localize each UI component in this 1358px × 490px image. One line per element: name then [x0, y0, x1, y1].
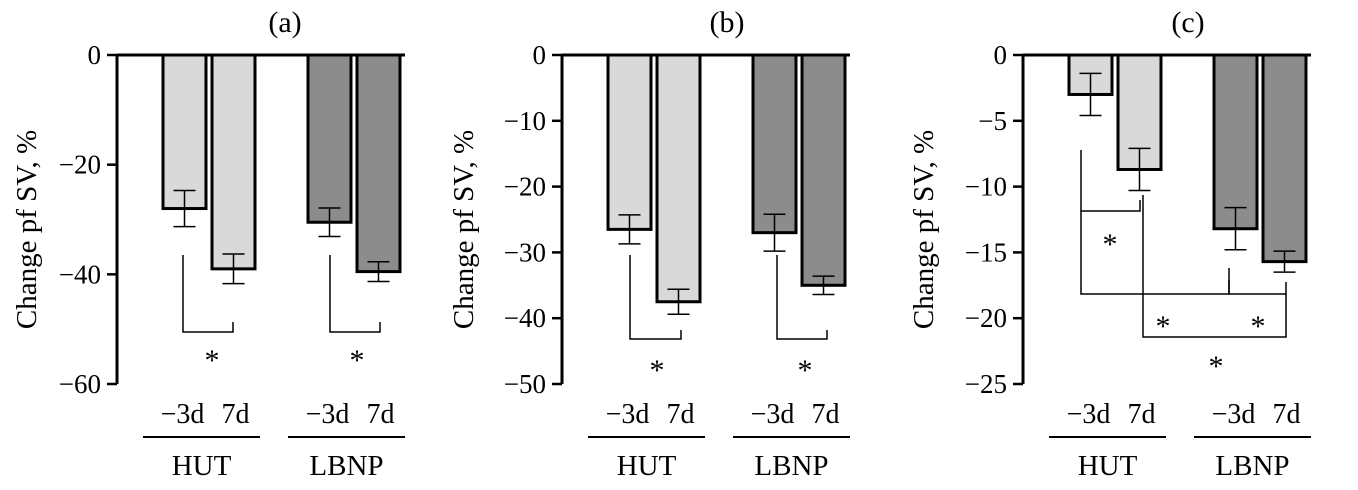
y-tick-label: −20 [504, 172, 546, 202]
y-tick-label: −10 [504, 106, 546, 136]
significance-star: * [350, 344, 365, 377]
category-label: 7d [1128, 399, 1156, 430]
bar-2 [751, 53, 798, 235]
significance-star: * [650, 354, 665, 387]
category-label: −3d [751, 399, 795, 430]
significance-bracket [1080, 150, 1141, 212]
category-label: 7d [1273, 399, 1301, 430]
bar-2 [306, 53, 353, 224]
y-tick-label: −40 [504, 303, 546, 333]
significance-bracket [629, 255, 682, 340]
y-tick-label: −15 [965, 237, 1007, 267]
significance-star: * [1251, 310, 1266, 343]
bar-0 [161, 53, 208, 211]
significance-bracket [1228, 280, 1287, 295]
bar-1 [655, 53, 702, 304]
category-label: 7d [812, 399, 840, 430]
y-tick-label: −25 [965, 369, 1007, 399]
bar-3 [355, 53, 402, 274]
category-label: −3d [1067, 399, 1111, 430]
y-tick-label: −40 [59, 259, 101, 289]
y-axis-label: Change pf SV, % [11, 130, 43, 329]
bar-3 [1261, 53, 1308, 264]
bar-3 [800, 53, 847, 287]
y-tick-label: 0 [88, 40, 102, 70]
group-label: LBNP [1215, 450, 1289, 482]
group-label: LBNP [754, 450, 828, 482]
y-tick-label: −20 [59, 150, 101, 180]
significance-bracket [1142, 195, 1287, 338]
category-label: −3d [606, 399, 650, 430]
group-label: HUT [617, 450, 677, 482]
significance-star: * [798, 354, 813, 387]
bar-2 [1212, 53, 1259, 231]
category-label: 7d [367, 399, 395, 430]
panel-b: (b)Change pf SV, %0−10−20−30−40−50−3d 7d −… [448, 6, 850, 482]
y-tick-label: 0 [994, 40, 1008, 70]
y-tick-label: 0 [533, 40, 547, 70]
significance-bracket [329, 255, 381, 333]
significance-bracket [776, 255, 828, 340]
panel-title: (a) [268, 6, 301, 39]
group-label: HUT [172, 450, 232, 482]
significance-star: * [1156, 310, 1171, 343]
category-label: 7d [222, 399, 250, 430]
significance-star: * [1103, 228, 1118, 261]
y-tick-label: −50 [504, 369, 546, 399]
significance-star: * [205, 344, 220, 377]
panel-a: (a) Change pf SV, % 0 −20 −40 −60 −3d 7d −3d 7d HU… [11, 6, 405, 482]
category-label: −3d [306, 399, 350, 430]
y-tick-label: −10 [965, 172, 1007, 202]
y-tick-label: −20 [965, 303, 1007, 333]
bar-1 [210, 53, 257, 271]
panel-title: (b) [710, 6, 745, 39]
category-label: −3d [161, 399, 205, 430]
category-label: 7d [667, 399, 695, 430]
panel-title: (c) [1171, 6, 1204, 39]
y-tick-label: −30 [504, 237, 546, 267]
panel-c: (c) Change pf SV, % 0 −5 −10 −15 −20 −25 −3d 7d −3… [908, 6, 1311, 482]
significance-star: * [1209, 350, 1224, 383]
significance-bracket [182, 255, 234, 333]
bar-0 [606, 53, 653, 231]
group-label: LBNP [309, 450, 383, 482]
y-axis-label: Change pf SV, % [908, 130, 940, 329]
y-axis-label: Change pf SV, % [448, 130, 480, 329]
group-label: HUT [1078, 450, 1138, 482]
y-tick-label: −60 [59, 369, 101, 399]
y-tick-label: −5 [978, 106, 1007, 136]
category-label: −3d [1212, 399, 1256, 430]
